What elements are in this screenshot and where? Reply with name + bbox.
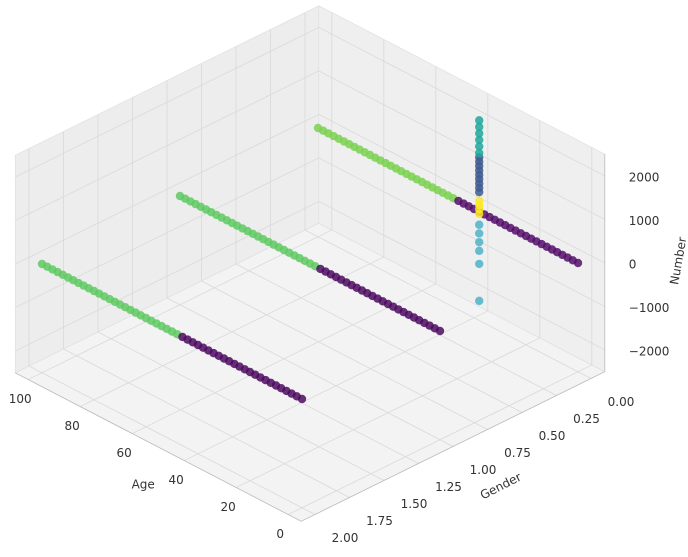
z-tick-label: 1000 [629,214,660,228]
grid-line [166,297,454,447]
y-tick-label: 0.00 [608,395,635,409]
y-tick-label: 1.25 [435,480,462,494]
grid-line [318,70,605,220]
grid-line [318,201,605,351]
grid-line [201,280,488,430]
grid-line [15,201,319,352]
point [454,196,463,206]
x-axis-label: Age [132,478,155,492]
grid-line [15,114,319,265]
point [475,296,484,306]
y-tick-label: 0.50 [539,429,566,443]
grid-line [318,157,605,307]
z-axis-label: Number [667,236,688,286]
axis-edge [15,372,302,522]
grid-line [235,263,523,413]
grid-line [304,229,592,379]
point [475,116,484,125]
y-tick-label: 0.25 [573,412,600,426]
grid-line [318,27,605,177]
y-tick-label: 1.50 [401,497,428,511]
grid-line [15,70,319,221]
point [316,264,325,274]
z-tick-label: −2000 [629,344,670,358]
point [475,129,484,138]
grid-line [318,114,605,264]
point [178,332,187,342]
y-tick-label: 1.75 [366,514,393,528]
z-tick-label: 2000 [629,170,660,184]
x-tick-label: 20 [221,500,236,514]
point [475,142,484,151]
grid-line [15,157,319,308]
point [37,259,47,269]
point [475,135,484,145]
point [475,220,484,229]
x-tick-label: 40 [169,473,184,487]
point [313,123,323,133]
grid-line [28,365,316,515]
point [475,237,484,247]
z-tick-label: −1000 [629,301,670,315]
grid-line [97,331,385,481]
point [475,148,484,158]
x-tick-label: 60 [117,446,132,460]
y-tick-label: 2.00 [332,531,359,545]
grid-line [63,348,350,498]
x-tick-label: 0 [276,527,284,541]
point [475,259,484,269]
grid-line [15,27,319,178]
point [175,191,185,201]
point [475,229,484,238]
axis-edge [301,371,605,522]
y-tick-label: 0.75 [504,446,531,460]
z-tick-label: 0 [629,257,637,271]
point [475,187,484,197]
point [475,246,484,256]
y-tick-label: 1.00 [470,463,497,477]
point [475,209,484,219]
x-tick-label: 80 [65,419,80,433]
x-tick-label: 100 [9,392,32,406]
point [475,122,484,132]
